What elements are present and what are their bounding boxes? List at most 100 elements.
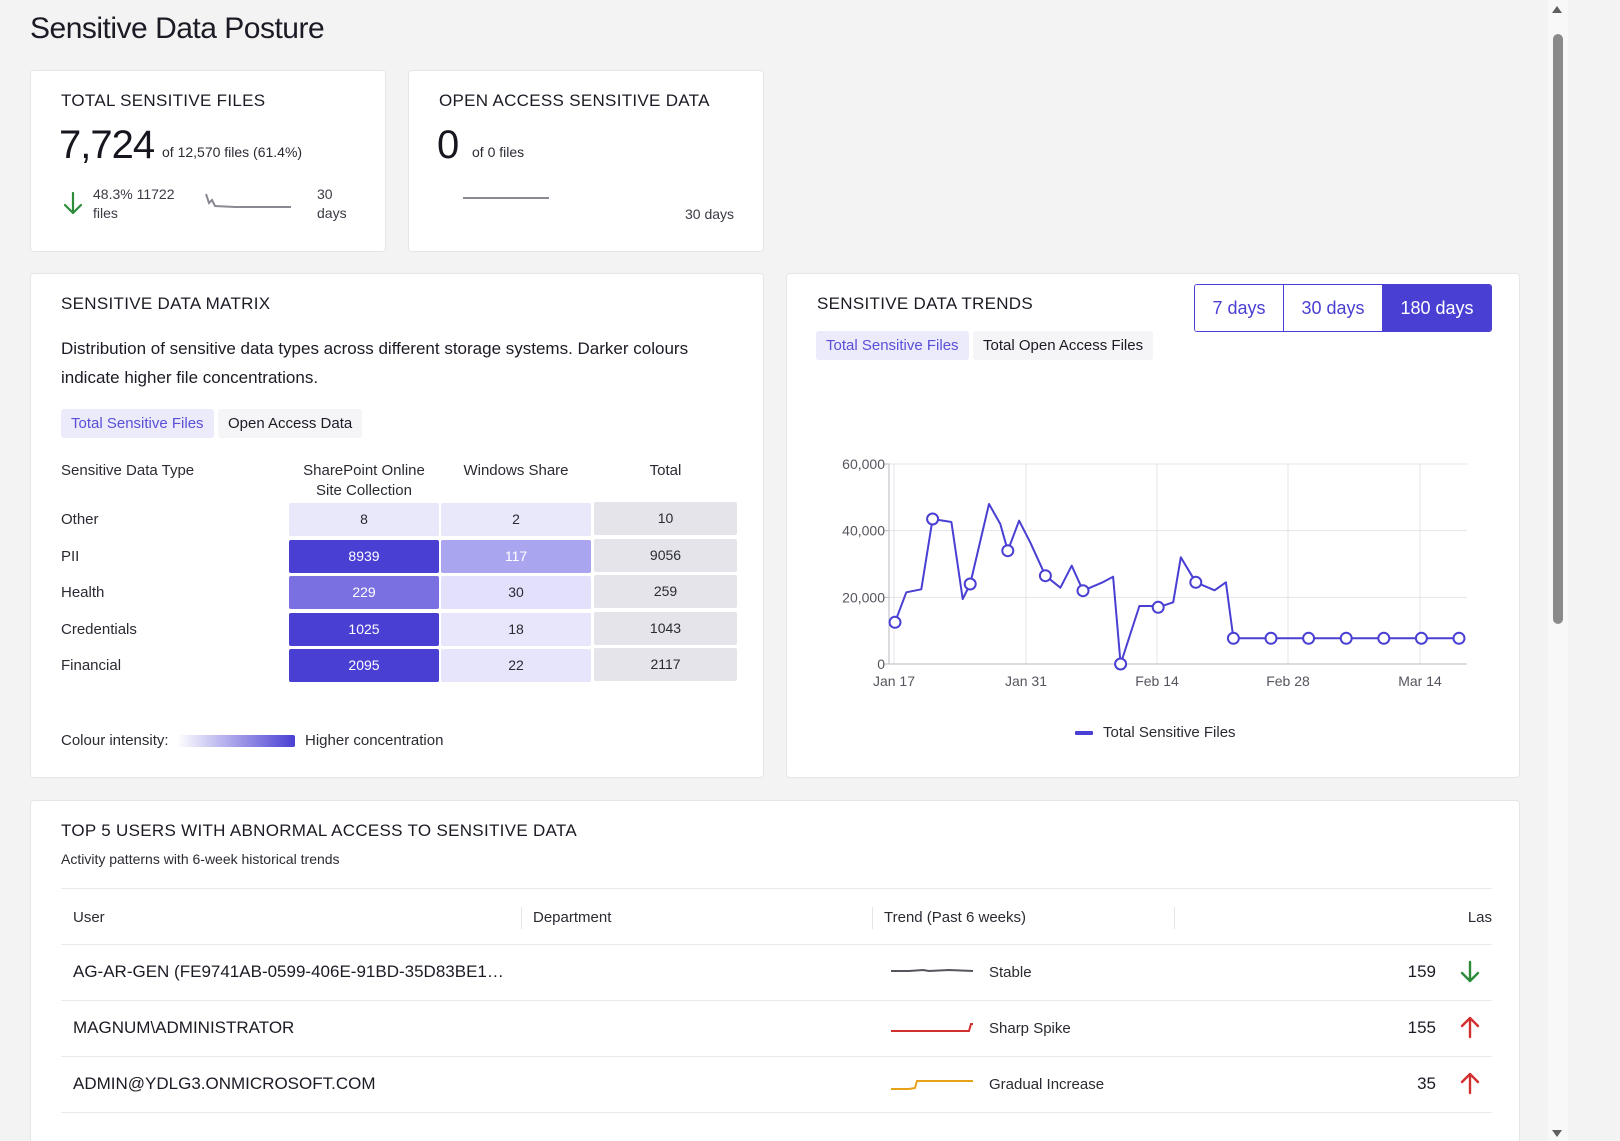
top-users-card: TOP 5 USERS WITH ABNORMAL ACCESS TO SENS…: [30, 800, 1520, 1141]
cell-sharepoint[interactable]: 229: [289, 576, 439, 609]
y-tick-label: 20,000: [842, 589, 885, 605]
legend-swatch: [1075, 731, 1093, 736]
column-divider: [872, 907, 873, 929]
sensitive-data-trends-card: SENSITIVE DATA TRENDS 7 days 30 days 180…: [786, 273, 1520, 778]
trend-label: Sharp Spike: [989, 1020, 1071, 1037]
legend-series-label: Total Sensitive Files: [1103, 724, 1236, 741]
trend-label: Stable: [989, 964, 1032, 981]
kpi-period: 30 days: [317, 185, 347, 223]
legend-label: Colour intensity:: [61, 732, 169, 749]
cell-total: 2117: [594, 648, 737, 681]
data-point: [1038, 569, 1052, 583]
column-divider: [1174, 907, 1175, 929]
arrow-down-icon: [1460, 960, 1480, 983]
kpi-period: 30 days: [685, 206, 735, 222]
data-point: [1001, 544, 1015, 558]
cell-windows-share[interactable]: 30: [441, 576, 591, 609]
data-point: [1076, 584, 1090, 598]
header-total: Total: [649, 462, 682, 479]
cell-windows-share[interactable]: 22: [441, 649, 591, 682]
user-name: AG-AR-GEN (FE9741AB-0599-406E-91BD-35D83…: [73, 962, 504, 981]
total-sensitive-files-card: TOTAL SENSITIVE FILES 7,724 of 12,570 fi…: [30, 70, 386, 252]
cell-total: 1043: [594, 612, 737, 645]
cell-total: 9056: [594, 539, 737, 572]
access-count: 155: [1407, 1018, 1436, 1037]
cell-windows-share[interactable]: 2: [441, 503, 591, 536]
card-title: SENSITIVE DATA MATRIX: [61, 294, 271, 313]
arrow-down-icon: [63, 191, 83, 215]
scroll-up-arrow-icon[interactable]: [1552, 6, 1562, 13]
kpi-subtext: of 0 files: [472, 144, 525, 160]
cell-sharepoint[interactable]: 8: [289, 503, 439, 536]
column-user[interactable]: User: [73, 909, 105, 926]
kpi-period-value: 30: [317, 186, 333, 202]
tab-total-open-access-files[interactable]: Total Open Access Files: [973, 331, 1154, 360]
cell-total: 259: [594, 575, 737, 608]
table-header: User Department Trend (Past 6 weeks) Las: [61, 888, 1492, 945]
tab-open-access-data[interactable]: Open Access Data: [218, 409, 363, 438]
series-line-total-sensitive-files: [894, 503, 1459, 665]
card-title: TOP 5 USERS WITH ABNORMAL ACCESS TO SENS…: [61, 821, 577, 840]
chart-legend[interactable]: Total Sensitive Files: [1075, 724, 1236, 741]
colour-intensity-gradient: [177, 735, 295, 747]
x-tick-label: Jan 17: [873, 673, 915, 689]
table-row[interactable]: ADMIN@YDLG3.ONMICROSOFT.COM Gradual Incre…: [61, 1057, 1492, 1113]
row-label-health: Health: [61, 584, 105, 601]
header-sharepoint: SharePoint Online Site Collection: [303, 462, 425, 499]
kpi-sparkline: [205, 193, 291, 208]
cell-sharepoint[interactable]: 2095: [289, 649, 439, 682]
data-point: [1114, 657, 1128, 671]
table-row[interactable]: AG-AR-GEN (FE9741AB-0599-406E-91BD-35D83…: [61, 945, 1492, 1001]
kpi-value: 0: [437, 123, 459, 167]
open-access-sensitive-data-card: OPEN ACCESS SENSITIVE DATA 0 of 0 files …: [408, 70, 764, 252]
user-name: MAGNUM\ADMINISTRATOR: [73, 1018, 295, 1037]
range-30-days-button[interactable]: 30 days: [1284, 285, 1383, 331]
cell-windows-share[interactable]: 18: [441, 613, 591, 646]
data-point: [888, 615, 902, 629]
y-tick-label: 40,000: [842, 523, 885, 539]
row-label-other: Other: [61, 511, 99, 528]
card-title: SENSITIVE DATA TRENDS: [817, 294, 1034, 313]
data-point: [1189, 575, 1203, 589]
arrow-up-icon: [1460, 1072, 1480, 1095]
data-point: [1414, 631, 1428, 645]
range-180-days-button[interactable]: 180 days: [1383, 285, 1491, 331]
kpi-delta-unit: files: [93, 205, 118, 221]
trend-line-chart: 0 20,000 40,000 60,000 Jan 17 Jan 31 Feb 14 Feb…: [842, 456, 1467, 689]
column-divider: [521, 907, 522, 929]
card-subtitle: Activity patterns with 6-week historical…: [61, 851, 340, 867]
data-point: [1339, 631, 1353, 645]
column-trend[interactable]: Trend (Past 6 weeks): [884, 909, 1026, 926]
table-row[interactable]: MAGNUM\ADMINISTRATOR Sharp Spike 155: [61, 1001, 1492, 1057]
kpi-subtext: of 12,570 files (61.4%): [162, 144, 303, 160]
cell-sharepoint[interactable]: 1025: [289, 613, 439, 646]
row-label-credentials: Credentials: [61, 621, 137, 638]
data-point: [1151, 600, 1165, 614]
legend-high-label: Higher concentration: [305, 732, 444, 749]
card-title: TOTAL SENSITIVE FILES: [61, 91, 266, 110]
range-7-days-button[interactable]: 7 days: [1195, 285, 1284, 331]
y-tick-label: 0: [877, 656, 885, 672]
column-last[interactable]: Las: [1467, 909, 1492, 926]
kpi-period-unit: days: [317, 205, 347, 221]
column-department[interactable]: Department: [533, 909, 612, 926]
kpi-value: 7,724: [59, 123, 155, 167]
scroll-down-arrow-icon[interactable]: [1552, 1130, 1562, 1137]
cell-total: 10: [594, 502, 737, 535]
x-tick-label: Mar 14: [1398, 673, 1442, 689]
data-point: [1226, 631, 1240, 645]
tab-total-sensitive-files[interactable]: Total Sensitive Files: [816, 331, 969, 360]
cell-windows-share[interactable]: 117: [441, 540, 591, 573]
data-point: [1302, 631, 1316, 645]
kpi-delta-value: 48.3% 11722: [93, 186, 175, 202]
data-point: [1377, 631, 1391, 645]
access-count: 35: [1417, 1074, 1436, 1093]
kpi-delta: 48.3% 11722 files: [93, 185, 193, 223]
matrix-description: Distribution of sensitive data types acr…: [61, 339, 689, 387]
tab-total-sensitive-files[interactable]: Total Sensitive Files: [61, 409, 214, 438]
y-tick-label: 60,000: [842, 456, 885, 472]
scrollbar-thumb[interactable]: [1553, 34, 1563, 624]
trend-sparkline: [891, 1023, 973, 1032]
cell-sharepoint[interactable]: 8939: [289, 540, 439, 573]
